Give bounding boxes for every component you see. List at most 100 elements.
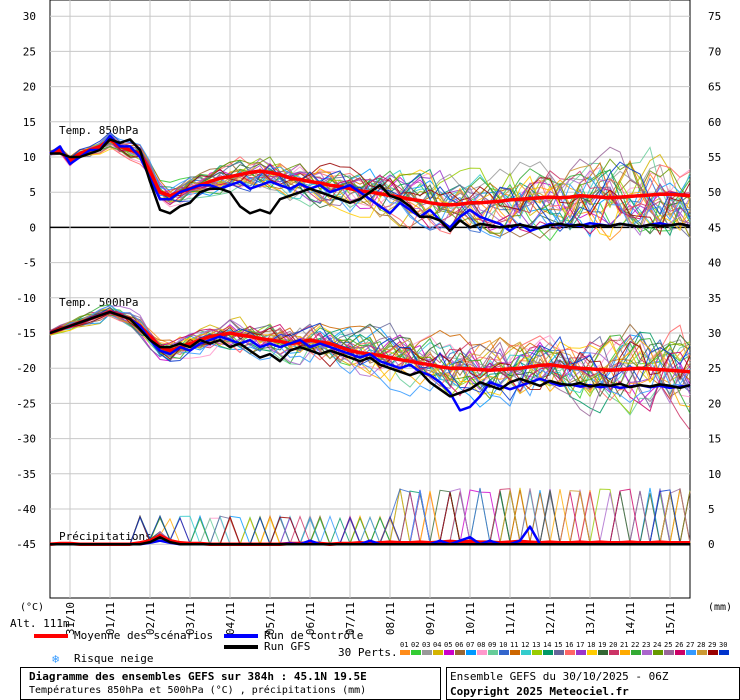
panel-label-t850: Temp. 850hPa: [59, 124, 138, 137]
pert-legend-swatch: [433, 650, 443, 655]
right-tick-label: 40: [708, 257, 721, 270]
panel-label-precip: Précipitations: [59, 530, 152, 543]
gfs-legend-label: Run GFS: [264, 640, 311, 653]
left-tick-label: 20: [23, 81, 36, 94]
right-axis-unit: (mm): [708, 602, 732, 613]
pert-legend-id: 04: [433, 641, 441, 649]
pert-legend-swatch: [532, 650, 542, 655]
left-tick-label: -10: [16, 292, 36, 305]
pert-legend-swatch: [543, 650, 553, 655]
pert-legend-id: 24: [653, 641, 661, 649]
left-tick-label: -5: [23, 257, 36, 270]
series-line: [49, 310, 691, 412]
pert-legend-swatch: [400, 650, 410, 655]
pert-legend-id: 09: [488, 641, 496, 649]
pert-legend-swatch: [675, 650, 685, 655]
x-tick-label: 31/10: [64, 602, 77, 635]
right-tick-label: 45: [708, 221, 721, 234]
right-tick-label: 60: [708, 116, 721, 129]
pert-legend-swatch: [466, 650, 476, 655]
left-tick-label: 10: [23, 151, 36, 164]
x-tick-label: 10/11: [464, 602, 477, 635]
pert-legend-id: 05: [444, 641, 452, 649]
pert-legend-swatch: [609, 650, 619, 655]
pert-legend-swatch: [686, 650, 696, 655]
pert-legend-id: 28: [697, 641, 705, 649]
right-tick-label: 30: [708, 327, 721, 340]
pert-legend-id: 17: [576, 641, 584, 649]
pert-legend-id: 03: [422, 641, 430, 649]
pert-legend-id: 22: [631, 641, 639, 649]
perturbation-line: [49, 309, 691, 392]
pert-legend-swatch: [587, 650, 597, 655]
left-tick-label: -40: [16, 503, 36, 516]
right-tick-label: 0: [708, 538, 715, 551]
diagram-subtitle: Températures 850hPa et 500hPa (°C) , pré…: [29, 685, 367, 696]
pert-legend-swatch: [499, 650, 509, 655]
pert-legend-swatch: [631, 650, 641, 655]
pert-legend-id: 15: [554, 641, 562, 649]
perturbation-line: [49, 139, 691, 230]
left-tick-label: 15: [23, 116, 36, 129]
pert-legend-swatch: [411, 650, 421, 655]
x-tick-label: 15/11: [664, 602, 677, 635]
right-tick-label: 35: [708, 292, 721, 305]
pert-legend-swatch: [477, 650, 487, 655]
pert-legend-id: 06: [455, 641, 463, 649]
x-tick-label: 06/11: [304, 602, 317, 635]
plot-frame: [49, 0, 691, 599]
right-tick-label: 25: [708, 362, 721, 375]
x-tick-label: 01/11: [104, 602, 117, 635]
x-tick-label: 12/11: [544, 602, 557, 635]
left-tick-label: -35: [16, 468, 36, 481]
run-info: Ensemble GEFS du 30/10/2025 - 06Z: [450, 670, 669, 683]
pert-legend-swatch: [488, 650, 498, 655]
series-line: [49, 310, 691, 398]
panel-label-t500: Temp. 500hPa: [59, 296, 138, 309]
pert-legend-id: 02: [411, 641, 419, 649]
pert-legend-id: 13: [532, 641, 540, 649]
pert-legend-id: 20: [609, 641, 617, 649]
pert-legend-id: 07: [466, 641, 474, 649]
run-box: Ensemble GEFS du 30/10/2025 - 06Z Copyri…: [446, 667, 740, 700]
pert-legend-id: 12: [521, 641, 529, 649]
pert-legend-swatch: [554, 650, 564, 655]
right-tick-label: 10: [708, 468, 721, 481]
left-tick-label: -30: [16, 433, 36, 446]
pert-legend-id: 11: [510, 641, 518, 649]
altitude-label: Alt. 111m: [10, 617, 70, 630]
copyright: Copyright 2025 Meteociel.fr: [450, 685, 629, 698]
gfs-legend-swatch: [224, 645, 258, 649]
pert-legend-swatch: [422, 650, 432, 655]
pert-legend-swatch: [719, 650, 729, 655]
perturbation-line: [49, 312, 691, 409]
right-tick-label: 50: [708, 186, 721, 199]
pert-legend-swatch: [576, 650, 586, 655]
pert-legend-swatch: [565, 650, 575, 655]
pert-legend-id: 29: [708, 641, 716, 649]
perturbation-line: [49, 306, 691, 402]
left-tick-label: 25: [23, 45, 36, 58]
pert-legend-swatch: [653, 650, 663, 655]
left-tick-label: -25: [16, 397, 36, 410]
pert-legend-id: 21: [620, 641, 628, 649]
pert-legend-swatch: [664, 650, 674, 655]
title-box: Diagramme des ensembles GEFS sur 384h : …: [20, 667, 441, 700]
right-tick-label: 65: [708, 81, 721, 94]
pert-legend-swatch: [708, 650, 718, 655]
left-tick-label: -20: [16, 362, 36, 375]
pert-legend-id: 25: [664, 641, 672, 649]
control-legend-label: Run de contrôle: [264, 629, 364, 642]
pert-legend-id: 18: [587, 641, 595, 649]
x-tick-label: 04/11: [224, 602, 237, 635]
pert-legend-id: 08: [477, 641, 485, 649]
series-line: [50, 535, 690, 546]
pert-legend-id: 16: [565, 641, 573, 649]
pert-legend-id: 14: [543, 641, 551, 649]
x-tick-label: 07/11: [344, 602, 357, 635]
diagram-title: Diagramme des ensembles GEFS sur 384h : …: [29, 670, 367, 683]
left-tick-label: 0: [29, 221, 36, 234]
pert-legend-swatch: [697, 650, 707, 655]
series-line: [50, 138, 691, 233]
right-tick-label: 70: [708, 45, 721, 58]
